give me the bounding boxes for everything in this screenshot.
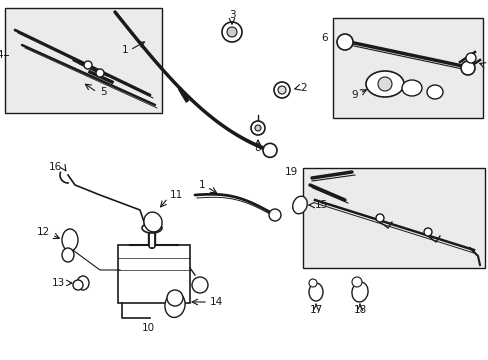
Ellipse shape [365, 71, 403, 97]
Circle shape [278, 86, 285, 94]
Text: 8: 8 [254, 143, 261, 153]
Ellipse shape [401, 80, 421, 96]
Ellipse shape [77, 276, 89, 290]
Text: 3: 3 [228, 10, 235, 20]
Circle shape [263, 143, 276, 157]
Text: 7: 7 [485, 60, 488, 70]
Text: 2: 2 [299, 83, 306, 93]
Ellipse shape [426, 85, 442, 99]
Circle shape [336, 34, 352, 50]
Bar [332, 18, 482, 118]
Ellipse shape [351, 282, 367, 302]
Circle shape [226, 27, 237, 37]
Circle shape [192, 277, 207, 293]
Circle shape [423, 228, 431, 236]
Circle shape [273, 82, 289, 98]
Text: 17: 17 [309, 305, 322, 315]
Circle shape [377, 77, 391, 91]
Text: 1: 1 [198, 180, 204, 190]
Circle shape [222, 22, 242, 42]
Ellipse shape [143, 212, 162, 232]
Ellipse shape [62, 248, 74, 262]
Text: 1: 1 [121, 45, 128, 55]
Text: 19: 19 [284, 167, 297, 177]
Text: 15: 15 [314, 200, 327, 210]
Text: 12: 12 [37, 227, 50, 237]
Text: 13: 13 [52, 278, 65, 288]
Ellipse shape [62, 229, 78, 251]
Bar [5, 8, 162, 113]
Text: 16: 16 [49, 162, 62, 172]
Circle shape [308, 279, 316, 287]
Text: 4: 4 [0, 50, 3, 60]
Circle shape [351, 277, 361, 287]
Text: 6: 6 [321, 33, 327, 43]
Circle shape [268, 209, 281, 221]
Text: 10: 10 [141, 323, 154, 333]
Text: 18: 18 [353, 305, 366, 315]
Circle shape [460, 61, 474, 75]
Text: 11: 11 [170, 190, 183, 200]
Circle shape [84, 61, 92, 69]
Ellipse shape [292, 196, 306, 214]
Text: 9: 9 [351, 90, 357, 100]
Circle shape [465, 53, 475, 63]
Circle shape [167, 290, 183, 306]
Ellipse shape [142, 223, 162, 233]
Circle shape [250, 121, 264, 135]
Circle shape [73, 280, 83, 290]
Circle shape [254, 125, 261, 131]
Text: 5: 5 [100, 87, 106, 97]
Circle shape [375, 214, 383, 222]
Circle shape [96, 69, 104, 77]
Ellipse shape [164, 293, 184, 318]
Text: 14: 14 [209, 297, 223, 307]
Bar [118, 245, 190, 303]
Ellipse shape [308, 283, 323, 301]
Bar [303, 168, 484, 268]
